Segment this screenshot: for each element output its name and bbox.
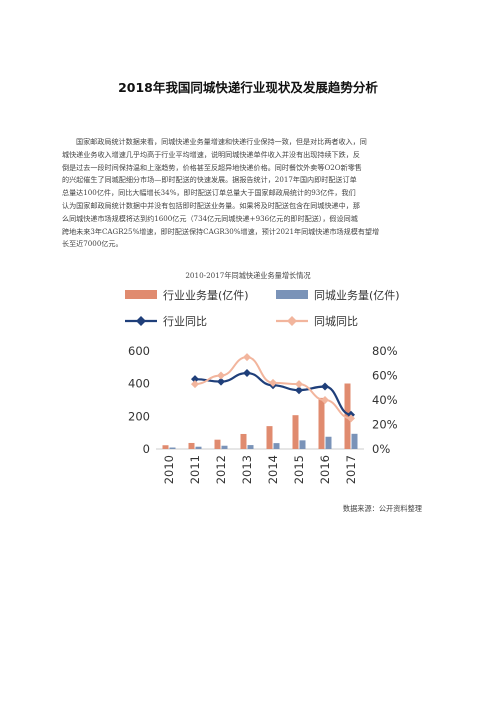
paragraph-line: 倒是过去一段时间保持温和上涨趋势，价格甚至反超异地快递价格。同时餐饮外卖等O2O… — [62, 162, 362, 172]
marker-industry-yoy — [295, 386, 303, 395]
left-axis-tick-label: 200 — [128, 409, 150, 423]
marker-industry-yoy — [243, 369, 251, 378]
marker-intracity-yoy — [269, 378, 277, 387]
legend-label: 同城业务量(亿件) — [314, 289, 400, 302]
right-axis-tick-label: 60% — [372, 369, 398, 383]
right-axis-tick-label: 80% — [372, 344, 398, 358]
chart-caption: 2010-2017年同城快递业务量增长情况 — [185, 271, 311, 280]
bar-industry-volume — [292, 415, 299, 449]
paragraph-line: 国家邮政局统计数据来看，同城快递业务量增速和快递行业保持一致，但是对比两者收入，… — [76, 137, 367, 146]
marker-industry-yoy — [321, 382, 329, 391]
legend-label: 行业同比 — [163, 315, 207, 328]
bar-industry-volume — [214, 439, 221, 449]
legend-swatch — [276, 290, 308, 299]
marker-industry-yoy — [191, 375, 199, 384]
marker-intracity-yoy — [347, 414, 355, 423]
marker-intracity-yoy — [217, 371, 225, 380]
source-note: 数据来源：公开资料整理 — [342, 504, 422, 513]
marker-intracity-yoy — [295, 380, 303, 389]
bar-intracity-volume — [325, 436, 332, 449]
x-axis-tick-label: 2014 — [266, 455, 280, 484]
marker-industry-yoy — [217, 377, 225, 386]
bar-intracity-volume — [247, 445, 254, 449]
bar-intracity-volume — [195, 446, 202, 449]
x-axis-tick-label: 2017 — [344, 455, 358, 484]
right-axis-tick-label: 0% — [372, 442, 390, 456]
bar-intracity-volume — [273, 443, 280, 449]
body-paragraph: 国家邮政局统计数据来看，同城快递业务量增速和快递行业保持一致，但是对比两者收入，… — [62, 136, 436, 251]
left-axis-tick-label: 600 — [128, 344, 150, 358]
paragraph-line: 总量达100亿件，同比大幅增长34%，即时配送订单总量大于国家邮政局统计的93亿… — [62, 188, 356, 198]
bar-intracity-volume — [299, 440, 306, 449]
paragraph-line: 跨地未来3年CAGR25%增速，即时配送保持CAGR30%增速，预计2021年同… — [62, 226, 380, 236]
paragraph-line: 城快递业务收入增速几乎均高于行业平均增速，说明同城快递单件收入并没有出现持续下跌… — [62, 149, 360, 159]
legend-marker — [136, 316, 146, 326]
business-volume-chart: 行业业务量(亿件) 同城业务量(亿件) 行业同比 同城同比 0 200 400 600 0% 20… — [125, 289, 400, 484]
legend-swatch — [125, 290, 157, 299]
x-axis-tick-label: 2015 — [292, 455, 306, 484]
legend-label: 同城同比 — [314, 315, 358, 328]
paragraph-line: 的兴起催生了同城配细分市场—即时配送的快速发展。据报告统计，2017年国内即时配… — [62, 175, 357, 185]
bar-industry-volume — [318, 397, 325, 449]
bar-intracity-volume — [169, 447, 176, 449]
paragraph-line: 认为国家邮政局统计数据中并没有包括即时配送业务量。如果将及时配送包含在同城快递中… — [62, 200, 360, 210]
paragraph-line: 长至近7000亿元。 — [62, 239, 123, 249]
right-axis-tick-label: 20% — [372, 418, 398, 432]
legend-marker — [287, 316, 297, 326]
x-axis-tick-label: 2012 — [214, 455, 228, 484]
marker-intracity-yoy — [243, 353, 251, 362]
bar-industry-volume — [240, 433, 247, 449]
paragraph-line: 么同城快递市场规模将达到约1600亿元（734亿元同城快递+936亿元的即时配送… — [62, 213, 358, 223]
legend-label: 行业业务量(亿件) — [163, 289, 249, 302]
right-axis-tick-label: 40% — [372, 393, 398, 407]
left-axis-tick-label: 400 — [128, 377, 150, 391]
x-axis-tick-label: 2011 — [188, 455, 202, 484]
x-axis-tick-label: 2010 — [162, 455, 176, 484]
x-axis-tick-label: 2013 — [240, 455, 254, 484]
marker-intracity-yoy — [191, 380, 199, 389]
marker-intracity-yoy — [321, 396, 329, 404]
bar-industry-volume — [188, 442, 195, 449]
left-axis-tick-label: 0 — [143, 442, 150, 456]
bar-industry-volume — [344, 383, 351, 449]
bar-industry-volume — [266, 426, 273, 449]
x-axis-tick-label: 2016 — [318, 455, 332, 484]
bar-industry-volume — [162, 445, 169, 449]
bar-intracity-volume — [351, 433, 358, 449]
bar-intracity-volume — [221, 445, 228, 449]
document-title: 2018年我国同城快递行业现状及发展趋势分析 — [118, 80, 378, 95]
